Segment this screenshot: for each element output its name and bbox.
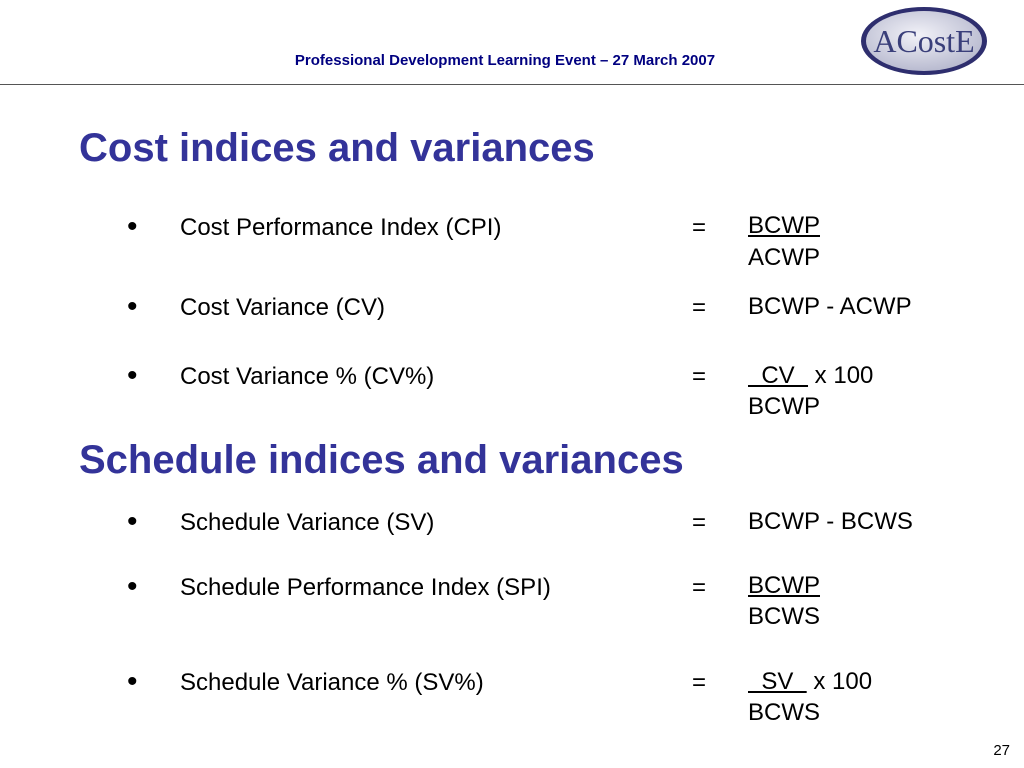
schedule-section-heading: Schedule indices and variances <box>79 438 684 482</box>
cpi-numerator: BCWP <box>748 212 820 239</box>
cv-percent-label: Cost Variance % (CV%) <box>180 363 435 390</box>
cv-equals: = <box>692 294 707 321</box>
cpi-equals: = <box>692 214 707 241</box>
sv-percent-denominator: BCWS <box>748 699 820 726</box>
page-number: 27 <box>993 742 1010 759</box>
cpi-denominator: ACWP <box>748 244 820 271</box>
sv-formula: BCWP - BCWS <box>748 508 913 535</box>
event-title: Professional Development Learning Event … <box>294 52 716 69</box>
spi-label: Schedule Performance Index (SPI) <box>180 574 551 601</box>
cv-label: Cost Variance (CV) <box>180 294 385 321</box>
sv-percent-numerator: SV <box>748 668 807 695</box>
acoste-logo: ACostE <box>861 7 987 75</box>
cv-percent-numerator: CV <box>748 362 809 389</box>
bullet-spi: • <box>127 570 138 603</box>
cv-percent-equals: = <box>692 363 707 390</box>
cv-percent-formula: CV x 100 <box>748 362 873 390</box>
cv-formula: BCWP - ACWP <box>748 293 912 320</box>
sv-percent-formula: SV x 100 <box>748 668 872 696</box>
bullet-cv-percent: • <box>127 359 138 392</box>
spi-equals: = <box>692 574 707 601</box>
sv-percent-equals: = <box>692 669 707 696</box>
sv-percent-multiplier: x 100 <box>806 668 873 695</box>
sv-label: Schedule Variance (SV) <box>180 509 435 536</box>
spi-numerator: BCWP <box>748 572 820 599</box>
sv-equals: = <box>692 509 707 536</box>
cost-section-heading: Cost indices and variances <box>79 126 595 170</box>
logo-text: ACostE <box>873 23 974 59</box>
sv-percent-label: Schedule Variance % (SV%) <box>180 669 484 696</box>
cpi-label: Cost Performance Index (CPI) <box>180 214 502 241</box>
bullet-sv: • <box>127 505 138 538</box>
cv-percent-denominator: BCWP <box>748 393 820 420</box>
bullet-sv-percent: • <box>127 665 138 698</box>
spi-denominator: BCWS <box>748 603 820 630</box>
cv-percent-multiplier: x 100 <box>808 362 874 389</box>
bullet-cpi: • <box>127 210 138 243</box>
bullet-cv: • <box>127 290 138 323</box>
header-divider <box>0 84 1024 85</box>
